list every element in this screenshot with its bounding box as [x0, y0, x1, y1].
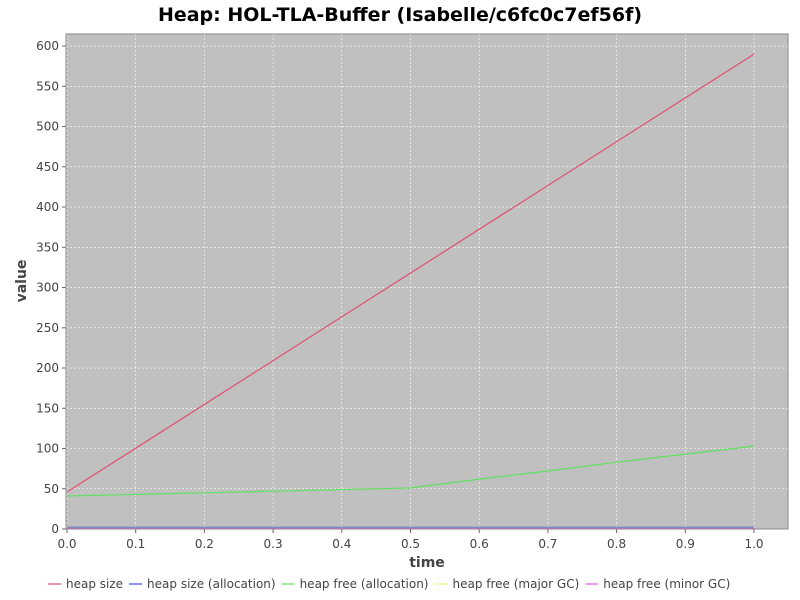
y-tick-label: 100	[36, 442, 59, 456]
x-tick-label: 0.2	[195, 537, 214, 551]
legend-label: heap size (allocation)	[147, 577, 276, 591]
y-tick-label: 300	[36, 281, 59, 295]
y-tick-label: 200	[36, 361, 59, 375]
plot-border	[65, 33, 789, 530]
x-tick-label: 0.1	[126, 537, 145, 551]
y-tick-label: 0	[51, 522, 59, 536]
y-tick-label: 250	[36, 321, 59, 335]
y-tick-label: 600	[36, 39, 59, 53]
y-tick-labels: 0 50 100 150 200 250 300 350 400 450 500 550 600	[36, 39, 59, 536]
series-line	[66, 445, 755, 497]
x-tick-label: 0.3	[264, 537, 283, 551]
legend: heap size heap size (allocation) heap free…	[48, 577, 730, 591]
x-tick-label: 0.8	[607, 537, 626, 551]
y-tick-label: 150	[36, 401, 59, 415]
x-axis-label: time	[409, 555, 445, 571]
y-tick-label: 350	[36, 240, 59, 254]
grid	[66, 34, 788, 530]
x-tick-labels: 0.0 0.1 0.2 0.3 0.4 0.5 0.6 0.7 0.8 0.9 1.0	[57, 537, 763, 551]
x-tick-label: 0.0	[57, 537, 76, 551]
x-tick-label: 0.5	[401, 537, 420, 551]
y-tick-label: 400	[36, 200, 59, 214]
plot-area	[66, 34, 788, 529]
y-axis-label: value	[14, 260, 30, 303]
legend-label: heap free (major GC)	[453, 577, 580, 591]
y-tick-label: 50	[44, 482, 59, 496]
legend-label: heap free (minor GC)	[603, 577, 730, 591]
x-tick-label: 0.4	[332, 537, 351, 551]
chart-title: Heap: HOL-TLA-Buffer (Isabelle/c6fc0c7ef…	[158, 4, 642, 26]
x-tick-label: 0.7	[538, 537, 557, 551]
y-tick-label: 500	[36, 120, 59, 134]
x-tick-label: 0.6	[470, 537, 489, 551]
legend-label: heap size	[66, 577, 123, 591]
y-tick-label: 550	[36, 79, 59, 93]
y-tick-label: 450	[36, 160, 59, 174]
legend-label: heap free (allocation)	[300, 577, 429, 591]
series-line	[66, 53, 755, 493]
x-tick-label: 1.0	[744, 537, 763, 551]
axes	[62, 33, 789, 533]
x-tick-label: 0.9	[676, 537, 695, 551]
